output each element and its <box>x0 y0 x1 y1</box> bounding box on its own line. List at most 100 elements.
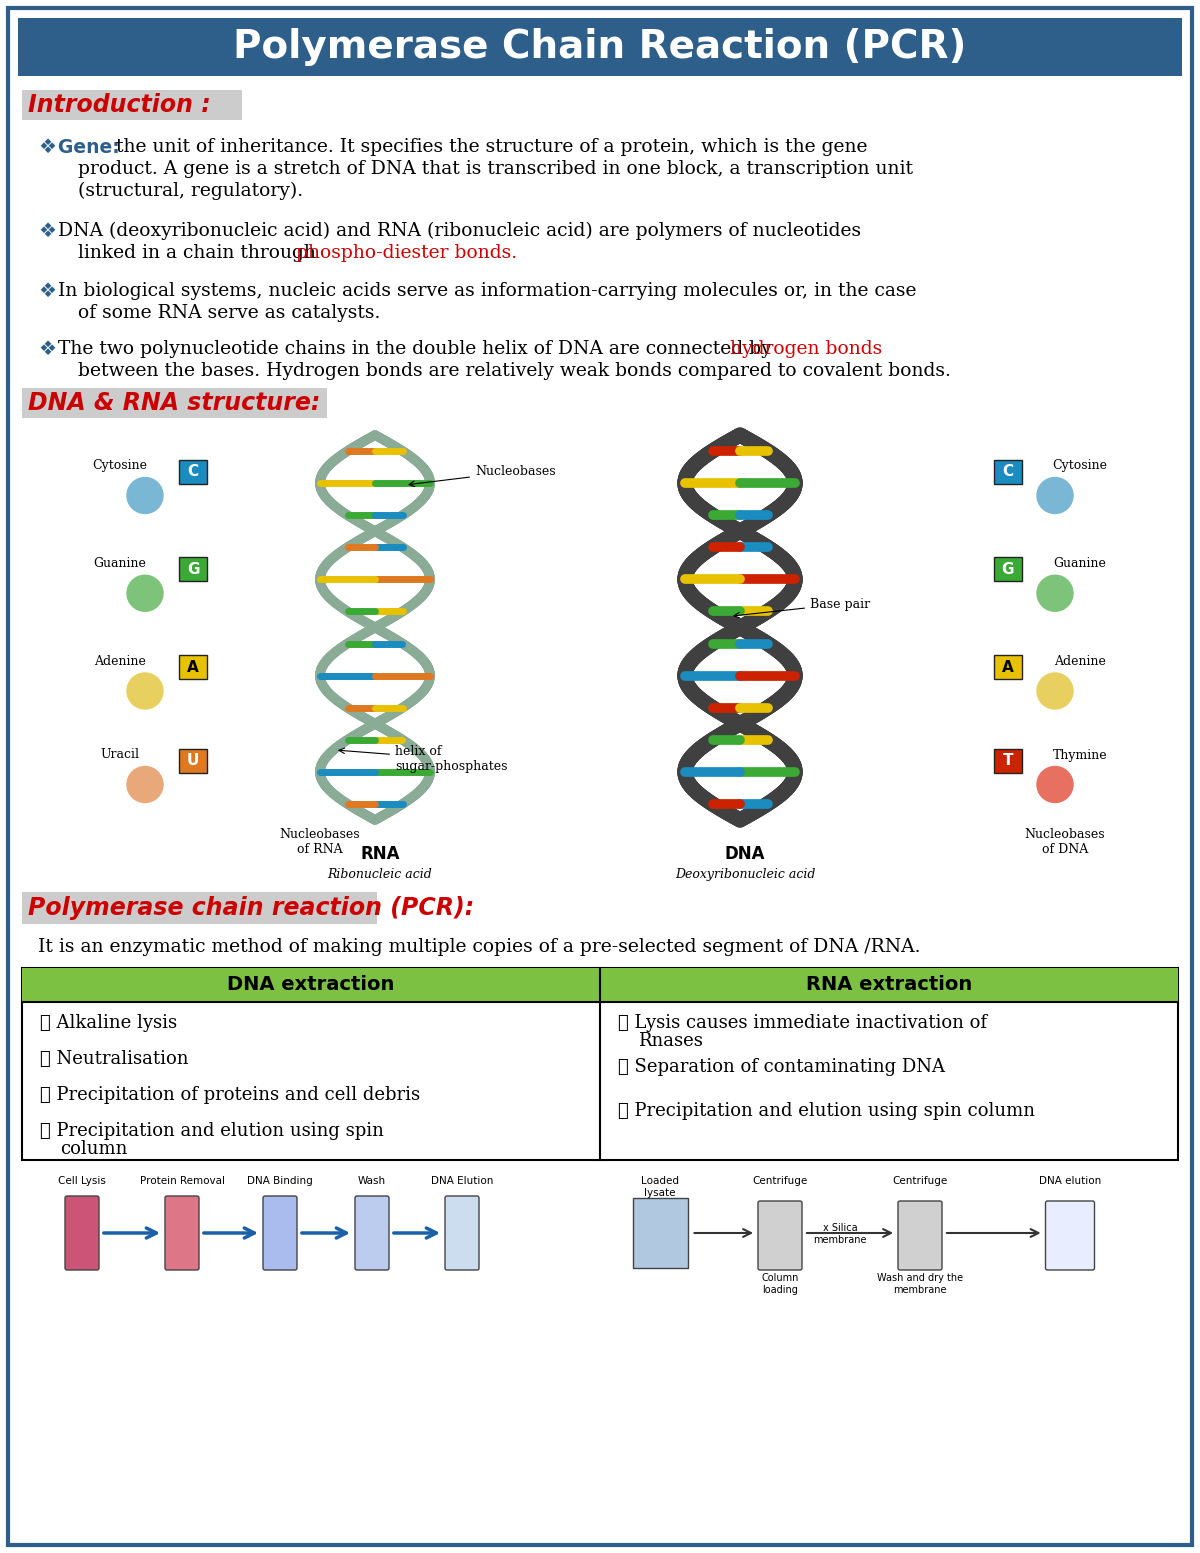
FancyBboxPatch shape <box>65 1196 98 1270</box>
Text: Adenine: Adenine <box>1054 655 1106 668</box>
Text: ➤ Precipitation of proteins and cell debris: ➤ Precipitation of proteins and cell deb… <box>40 1086 420 1104</box>
Text: ➤ Precipitation and elution using spin: ➤ Precipitation and elution using spin <box>40 1121 384 1140</box>
Text: Cell Lysis: Cell Lysis <box>58 1176 106 1186</box>
Text: between the bases. Hydrogen bonds are relatively weak bonds compared to covalent: between the bases. Hydrogen bonds are re… <box>78 362 950 380</box>
Text: Nucleobases: Nucleobases <box>409 464 556 486</box>
Text: DNA Binding: DNA Binding <box>247 1176 313 1186</box>
Text: Deoxyribonucleic acid: Deoxyribonucleic acid <box>674 868 815 881</box>
Text: Uracil: Uracil <box>101 749 139 761</box>
Text: ❖: ❖ <box>38 138 56 157</box>
Bar <box>22 388 326 418</box>
Text: (structural, regulatory).: (structural, regulatory). <box>78 182 304 200</box>
Text: RNA extraction: RNA extraction <box>806 975 972 994</box>
Text: Gene:: Gene: <box>58 138 126 157</box>
Text: ➤ Neutralisation: ➤ Neutralisation <box>40 1050 188 1068</box>
Text: product. A gene is a stretch of DNA that is transcribed in one block, a transcri: product. A gene is a stretch of DNA that… <box>78 160 913 179</box>
Circle shape <box>1037 767 1073 803</box>
Bar <box>179 460 208 483</box>
Text: Loaded: Loaded <box>641 1176 679 1186</box>
FancyBboxPatch shape <box>263 1196 298 1270</box>
Text: Cytosine: Cytosine <box>1052 460 1108 472</box>
Text: It is an enzymatic method of making multiple copies of a pre-selected segment of: It is an enzymatic method of making mult… <box>38 938 920 957</box>
Text: Centrifuge: Centrifuge <box>893 1176 948 1186</box>
Text: Introduction :: Introduction : <box>28 93 211 116</box>
Text: Nucleobases
of DNA: Nucleobases of DNA <box>1025 828 1105 856</box>
Text: ❖: ❖ <box>38 222 56 241</box>
Text: ➤ Alkaline lysis: ➤ Alkaline lysis <box>40 1014 178 1033</box>
FancyBboxPatch shape <box>898 1200 942 1270</box>
FancyBboxPatch shape <box>166 1196 199 1270</box>
Bar <box>179 749 208 772</box>
Bar <box>994 655 1022 679</box>
FancyBboxPatch shape <box>758 1200 802 1270</box>
Text: Base pair: Base pair <box>734 598 870 618</box>
Text: ➤ Lysis causes immediate inactivation of: ➤ Lysis causes immediate inactivation of <box>618 1014 986 1033</box>
Text: In biological systems, nucleic acids serve as information-carrying molecules or,: In biological systems, nucleic acids ser… <box>58 283 917 300</box>
Text: the unit of inheritance. It specifies the structure of a protein, which is the g: the unit of inheritance. It specifies th… <box>116 138 868 155</box>
Circle shape <box>127 767 163 803</box>
Text: ➤ Precipitation and elution using spin column: ➤ Precipitation and elution using spin c… <box>618 1103 1034 1120</box>
Bar <box>994 558 1022 581</box>
Text: Centrifuge: Centrifuge <box>752 1176 808 1186</box>
Text: x Silica
membrane: x Silica membrane <box>814 1224 866 1244</box>
Text: Guanine: Guanine <box>94 558 146 570</box>
FancyBboxPatch shape <box>1045 1200 1094 1270</box>
Text: The two polynucleotide chains in the double helix of DNA are connected by: The two polynucleotide chains in the dou… <box>58 340 778 359</box>
Text: Polymerase chain reaction (PCR):: Polymerase chain reaction (PCR): <box>28 896 474 919</box>
Text: Guanine: Guanine <box>1054 558 1106 570</box>
Text: DNA (deoxyribonucleic acid) and RNA (ribonucleic acid) are polymers of nucleotid: DNA (deoxyribonucleic acid) and RNA (rib… <box>58 222 862 241</box>
Bar <box>994 460 1022 483</box>
Text: Adenine: Adenine <box>94 655 146 668</box>
Text: phospho-diester bonds.: phospho-diester bonds. <box>296 244 517 262</box>
Text: ❖: ❖ <box>38 283 56 301</box>
Text: lysate: lysate <box>644 1188 676 1197</box>
Bar <box>22 90 242 120</box>
Circle shape <box>127 672 163 710</box>
Text: of some RNA serve as catalysts.: of some RNA serve as catalysts. <box>78 304 380 321</box>
Text: DNA: DNA <box>725 845 766 863</box>
Circle shape <box>1037 575 1073 612</box>
FancyBboxPatch shape <box>445 1196 479 1270</box>
Text: Wash: Wash <box>358 1176 386 1186</box>
Text: G: G <box>1002 562 1014 576</box>
Bar <box>22 1168 1178 1534</box>
Text: DNA elution: DNA elution <box>1039 1176 1102 1186</box>
Text: Rnases: Rnases <box>638 1033 703 1050</box>
Text: DNA extraction: DNA extraction <box>227 975 395 994</box>
Bar <box>179 558 208 581</box>
Text: Protein Removal: Protein Removal <box>139 1176 224 1186</box>
Text: Thymine: Thymine <box>1052 749 1108 761</box>
Text: DNA & RNA structure:: DNA & RNA structure: <box>28 391 320 415</box>
Text: column: column <box>60 1140 127 1159</box>
Circle shape <box>127 575 163 612</box>
Text: T: T <box>1003 753 1013 769</box>
Text: ➤ Separation of contaminating DNA: ➤ Separation of contaminating DNA <box>618 1058 946 1076</box>
Text: Column
loading: Column loading <box>761 1273 799 1295</box>
Text: C: C <box>1002 464 1014 478</box>
Text: A: A <box>187 660 199 674</box>
Circle shape <box>127 477 163 514</box>
Text: RNA: RNA <box>360 845 400 863</box>
Bar <box>994 749 1022 772</box>
Text: helix of
sugar-phosphates: helix of sugar-phosphates <box>340 745 508 773</box>
Bar <box>22 968 1178 1002</box>
Text: Cytosine: Cytosine <box>92 460 148 472</box>
Text: Nucleobases
of RNA: Nucleobases of RNA <box>280 828 360 856</box>
Text: ❖: ❖ <box>38 340 56 359</box>
Circle shape <box>1037 672 1073 710</box>
Bar <box>632 1197 688 1267</box>
Text: Wash and dry the
membrane: Wash and dry the membrane <box>877 1273 964 1295</box>
Text: hydrogen bonds: hydrogen bonds <box>730 340 882 359</box>
Text: linked in a chain through: linked in a chain through <box>78 244 322 262</box>
Text: DNA Elution: DNA Elution <box>431 1176 493 1186</box>
Text: U: U <box>187 753 199 769</box>
Bar <box>22 891 377 924</box>
FancyBboxPatch shape <box>355 1196 389 1270</box>
Bar <box>18 19 1182 76</box>
Bar <box>179 655 208 679</box>
Circle shape <box>1037 477 1073 514</box>
Bar <box>22 968 1178 1160</box>
Text: C: C <box>187 464 198 478</box>
Text: A: A <box>1002 660 1014 674</box>
Text: G: G <box>187 562 199 576</box>
